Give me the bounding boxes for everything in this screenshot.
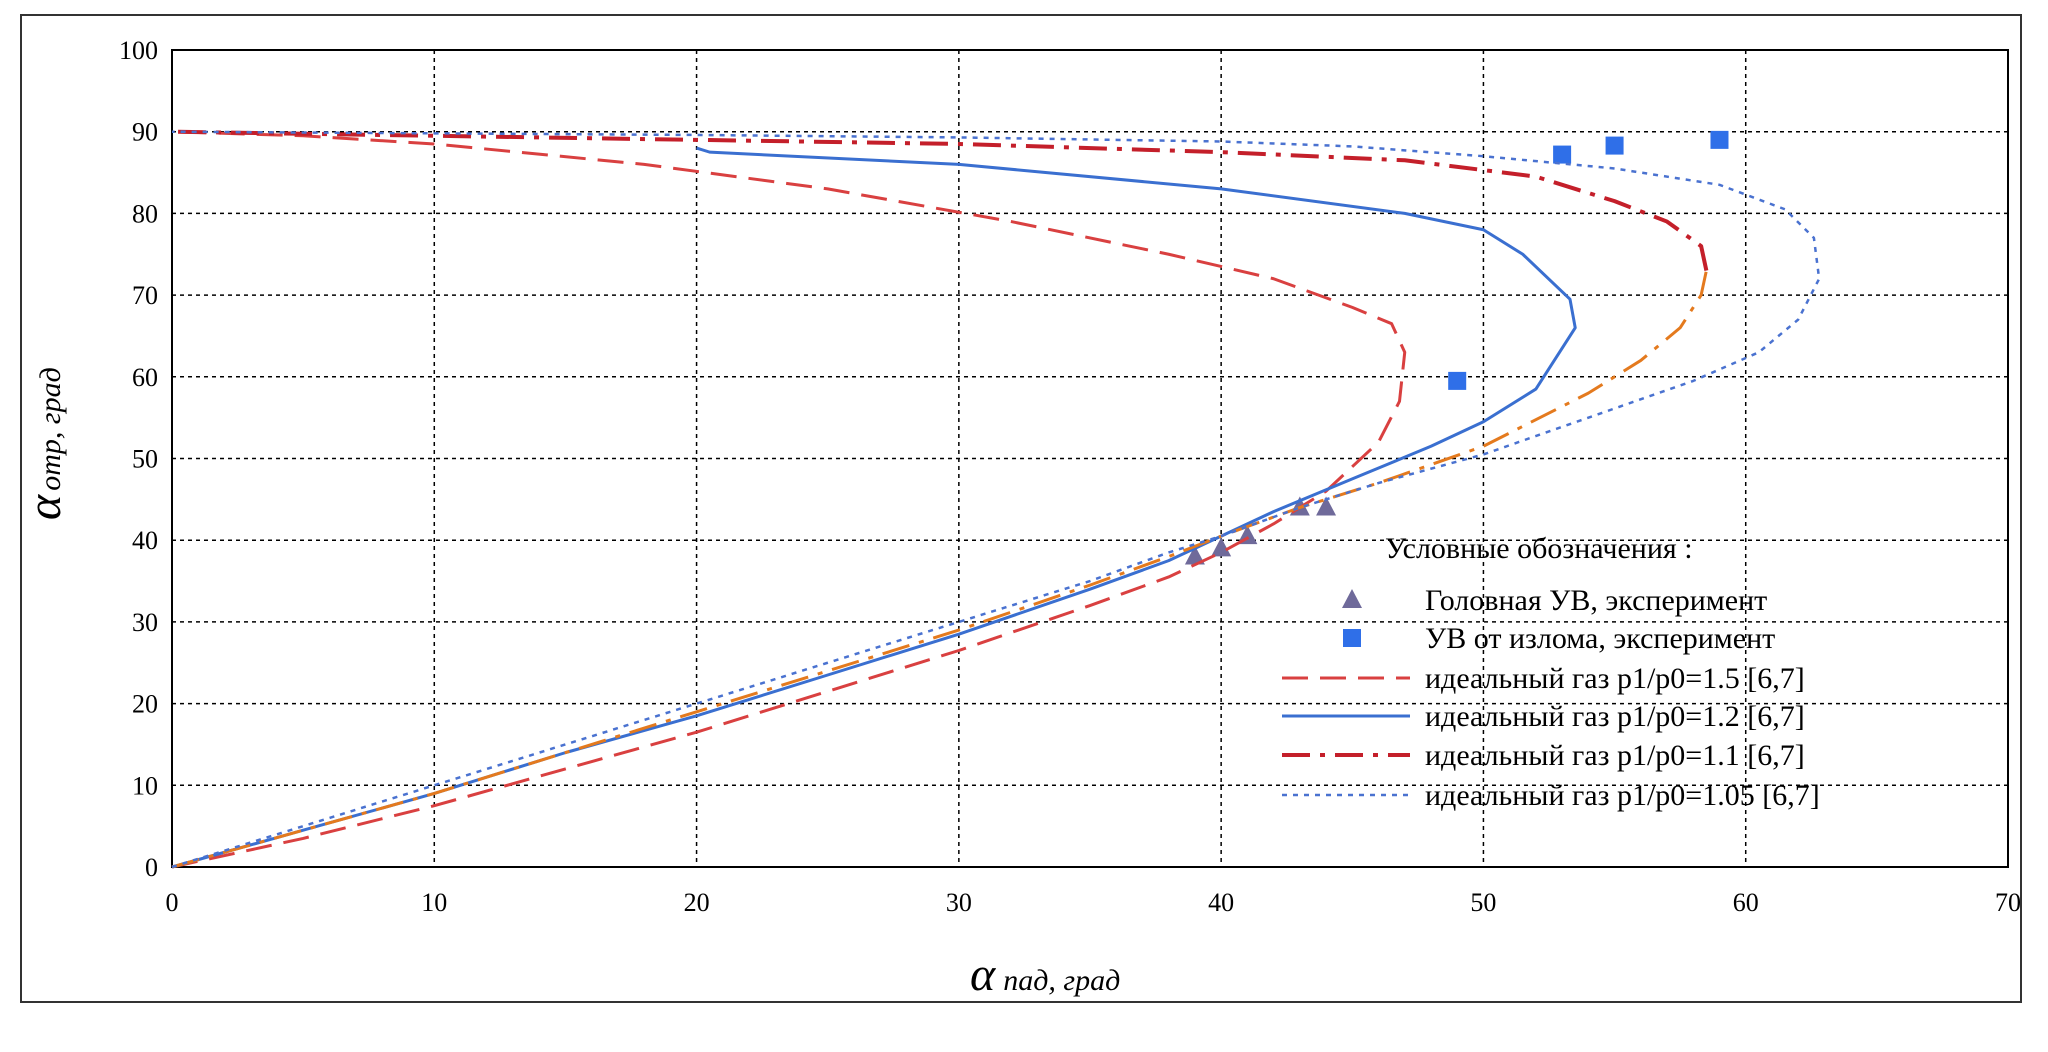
x-tick-label: 20 <box>684 888 710 917</box>
tick-labels: 0 10 20 30 40 50 60 70 0 10 20 30 40 50 60 70 80 90 100 <box>119 36 2021 917</box>
data-point-square <box>1710 130 1729 149</box>
x-tick-label: 30 <box>946 888 972 917</box>
series-line-lower <box>171 270 1708 869</box>
x-axis-title: α пад, град <box>970 948 1120 1001</box>
legend-item-1: УВ от излома, эксперимент <box>1343 622 1775 655</box>
y-tick-label: 70 <box>132 281 158 310</box>
series-3 <box>171 146 1577 869</box>
x-tick-label: 40 <box>1208 888 1234 917</box>
data-point-square <box>1605 136 1624 155</box>
legend-swatch-square <box>1343 629 1361 647</box>
y-tick-label: 20 <box>132 690 158 719</box>
y-tick-label: 90 <box>132 118 158 147</box>
chart-frame <box>20 14 2022 1003</box>
y-axis-title-main: α <box>18 494 71 520</box>
x-tick-label: 70 <box>1995 888 2021 917</box>
y-tick-label: 30 <box>132 608 158 637</box>
x-tick-label: 60 <box>1733 888 1759 917</box>
legend-label: идеальный газ p1/p0=1.1 [6,7] <box>1425 739 1805 772</box>
series-5 <box>171 130 1821 869</box>
data-point-triangle <box>1211 537 1232 557</box>
legend: Условные обозначения : Головная УВ, эксп… <box>1282 532 1820 812</box>
legend-item-5: идеальный газ p1/p0=1.05 [6,7] <box>1282 779 1820 812</box>
y-tick-label: 0 <box>145 853 158 882</box>
legend-label: идеальный газ p1/p0=1.5 [6,7] <box>1425 662 1805 695</box>
x-axis-title-main: α <box>970 948 996 1001</box>
series-line-upper <box>171 129 1709 272</box>
y-tick-label: 40 <box>132 526 158 555</box>
y-tick-label: 50 <box>132 445 158 474</box>
series-layer <box>171 129 1821 869</box>
series-line <box>171 130 1821 869</box>
series-2 <box>171 130 1407 869</box>
legend-item-2: идеальный газ p1/p0=1.5 [6,7] <box>1282 662 1805 695</box>
y-tick-label: 10 <box>132 771 158 800</box>
axis-titles: α пад, град αотр, град <box>18 367 1120 1001</box>
series-line <box>171 130 1407 869</box>
legend-label: УВ от излома, эксперимент <box>1425 622 1775 655</box>
y-tick-label: 100 <box>119 36 158 65</box>
data-point-square <box>1448 371 1467 390</box>
series-1 <box>1448 130 1729 390</box>
x-tick-label: 10 <box>421 888 447 917</box>
x-tick-label: 50 <box>1470 888 1496 917</box>
y-tick-label: 80 <box>132 199 158 228</box>
legend-item-0: Головная УВ, эксперимент <box>1342 584 1767 617</box>
y-tick-label: 60 <box>132 363 158 392</box>
y-axis-title: α отр, град <box>18 367 71 520</box>
x-axis-title-sub: пад, град <box>1003 964 1120 997</box>
legend-item-3: идеальный газ p1/p0=1.2 [6,7] <box>1282 700 1805 733</box>
legend-label: Головная УВ, эксперимент <box>1425 584 1767 617</box>
series-4 <box>171 129 1709 869</box>
legend-label: идеальный газ p1/p0=1.05 [6,7] <box>1425 779 1820 812</box>
legend-swatch-triangle <box>1342 589 1362 608</box>
legend-label: идеальный газ p1/p0=1.2 [6,7] <box>1425 700 1805 733</box>
data-point-triangle <box>1184 545 1205 565</box>
legend-item-4: идеальный газ p1/p0=1.1 [6,7] <box>1282 739 1805 772</box>
grid <box>171 49 2009 868</box>
y-axis-title-sub: отр, град <box>34 367 67 491</box>
data-point-triangle <box>1316 496 1337 516</box>
data-point-square <box>1553 145 1572 164</box>
x-tick-label: 0 <box>166 888 179 917</box>
legend-title: Условные обозначения : <box>1385 532 1693 565</box>
series-line <box>171 146 1577 869</box>
